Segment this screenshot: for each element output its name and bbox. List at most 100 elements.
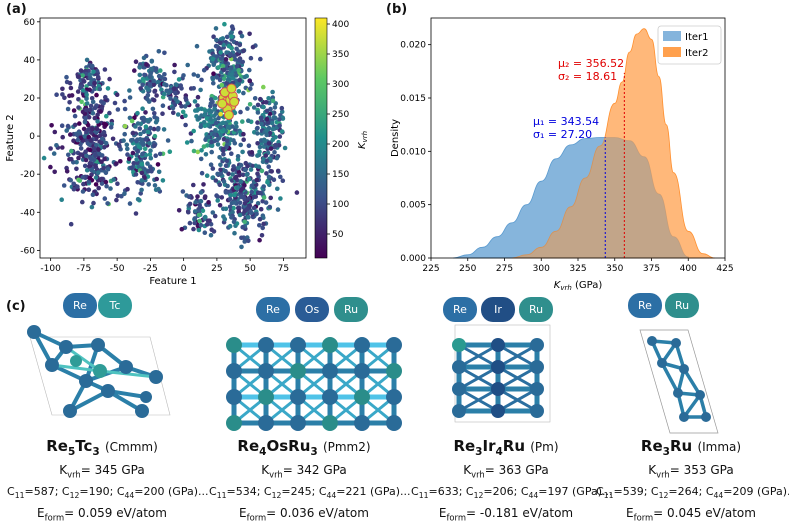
scatter-point [275, 207, 281, 212]
scatter-point [218, 124, 223, 130]
atom [452, 382, 466, 396]
scatter-point [155, 162, 161, 167]
scatter-point [245, 163, 250, 169]
scatter-point [146, 182, 151, 187]
scatter-point [267, 130, 273, 136]
scatter-point [148, 166, 154, 171]
scatter-point [199, 77, 204, 83]
highlight-point [217, 98, 228, 109]
scatter-point [90, 126, 95, 132]
scatter-point [145, 93, 151, 98]
scatter-point [221, 152, 226, 157]
scatter-point [48, 164, 53, 170]
scatter-point [74, 159, 79, 165]
material-card-1: Re5Tc3 (Cmmm) Kvrh= 345 GPa C11=587; C12… [7, 437, 209, 522]
scatter-point [210, 75, 215, 80]
scatter-point [258, 56, 263, 62]
scatter-point [94, 142, 99, 148]
scatter-point [41, 155, 47, 161]
scatter-point [78, 146, 84, 151]
scatter-point [129, 165, 134, 171]
elastic-constants: C11=587; C12=190; C44=200 (GPa)... [7, 485, 209, 501]
scatter-point [248, 55, 254, 61]
atom [226, 337, 242, 353]
scatter-point [294, 190, 300, 195]
scatter-xtick-label: -100 [40, 264, 61, 274]
scatter-point [195, 194, 200, 199]
scatter-point [152, 143, 157, 148]
bulk-modulus: Kvrh= 363 GPa [463, 463, 549, 480]
scatter-xtick-label: 0 [181, 264, 187, 274]
scatter-point [89, 204, 95, 210]
scatter-point [82, 119, 88, 125]
scatter-point [225, 77, 231, 82]
scatter-point [90, 99, 96, 105]
scatter-point [242, 74, 248, 80]
scatter-point [142, 72, 147, 78]
scatter-point [201, 120, 207, 125]
material-formula: Re3Ru (Imma) [640, 437, 742, 458]
scatter-point [244, 172, 250, 177]
scatter-point [78, 68, 84, 73]
scatter-point [261, 221, 267, 227]
scatter-point [187, 201, 193, 207]
scatter-point [231, 200, 237, 205]
scatter-point [258, 190, 263, 196]
scatter-point [223, 168, 228, 174]
scatter-point [133, 59, 139, 64]
scatter-point [218, 167, 223, 173]
scatter-point [104, 183, 109, 189]
scatter-point [230, 124, 235, 129]
scatter-point [182, 104, 188, 109]
scatter-point [99, 140, 104, 146]
scatter-point [76, 97, 81, 102]
scatter-point [226, 124, 231, 130]
scatter-point [179, 86, 184, 91]
scatter-point [222, 216, 228, 222]
annotation-sigma2: σ₂ = 18.61 [558, 70, 617, 83]
formation-energy: Eform= 0.036 eV/atom [239, 505, 369, 522]
scatter-point [237, 77, 242, 83]
scatter-point [124, 142, 130, 148]
scatter-point [215, 142, 221, 147]
scatter-point [280, 178, 286, 183]
scatter-point [258, 96, 263, 102]
scatter-point [67, 100, 72, 105]
scatter-point [227, 196, 233, 202]
scatter-point [92, 146, 97, 151]
scatter-point [156, 125, 161, 131]
panel-label-a: (a) [6, 2, 27, 17]
scatter-point [210, 175, 216, 180]
scatter-point [80, 199, 85, 205]
scatter-point [140, 82, 145, 88]
scatter-point [266, 174, 272, 180]
formation-energy: Eform= 0.045 eV/atom [626, 505, 756, 522]
scatter-ytick-label: 40 [24, 56, 36, 66]
scatter-point [114, 197, 119, 203]
scatter-point [112, 100, 118, 106]
scatter-point [197, 202, 202, 208]
scatter-point [93, 163, 98, 168]
scatter-point [65, 106, 71, 112]
scatter-point [83, 157, 89, 163]
scatter-point [137, 79, 142, 84]
scatter-point [211, 71, 216, 76]
scatter-point [172, 69, 177, 75]
scatter-point [172, 62, 177, 68]
scatter-point [151, 98, 157, 103]
scatter-point [125, 152, 130, 157]
atom [530, 404, 544, 418]
scatter-point [237, 58, 242, 63]
scatter-point [238, 142, 243, 148]
scatter-point [102, 67, 108, 72]
scatter-point [241, 137, 246, 142]
scatter-point [206, 134, 211, 139]
scatter-axes: -100 -75 -50 -25 0 25 50 75 -60 -40 -20 0 20 40 60 [20, 18, 289, 274]
scatter-point [266, 96, 271, 101]
density-xtick-label: 225 [422, 264, 439, 274]
scatter-point [83, 116, 88, 121]
scatter-point [245, 215, 251, 220]
scatter-point [49, 123, 54, 128]
scatter-point [60, 86, 65, 92]
scatter-point [93, 130, 99, 135]
